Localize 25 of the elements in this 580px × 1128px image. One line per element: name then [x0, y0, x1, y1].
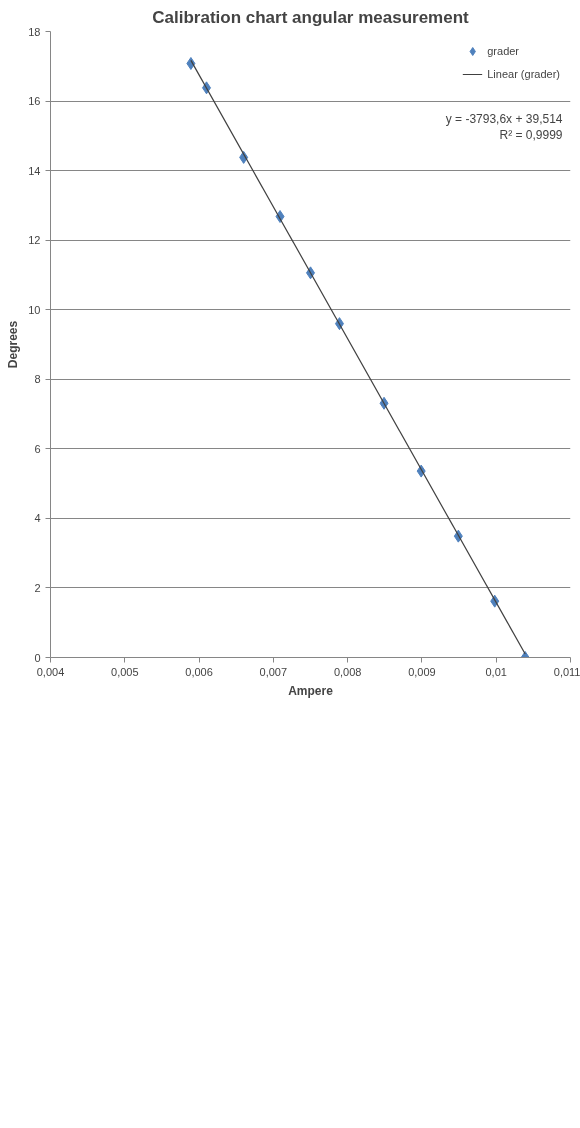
- y-tick-label: 16: [28, 95, 41, 108]
- y-tick-label: 18: [28, 25, 41, 38]
- y-tick-label: 6: [34, 442, 41, 455]
- x-tick-label: 0,006: [185, 665, 213, 678]
- y-tick-label: 10: [28, 303, 41, 316]
- x-tick-label: 0,007: [259, 665, 288, 678]
- y-tick-label: 14: [28, 164, 41, 177]
- annotation: y = -3793,6x + 39,514: [445, 111, 563, 126]
- annotation: R² = 0,9999: [499, 127, 563, 142]
- y-tick-label: 12: [28, 234, 41, 247]
- x-tick-label: 0,011: [553, 665, 580, 678]
- chart-title: Calibration chart angular measurement: [152, 7, 470, 27]
- x-axis-title: Ampere: [288, 683, 334, 698]
- legend-label: Linear (grader): [487, 68, 560, 80]
- x-tick-label: 0,004: [36, 665, 65, 678]
- legend-label: grader: [487, 45, 520, 57]
- x-tick-label: 0,005: [111, 665, 139, 678]
- y-tick-label: 4: [34, 512, 41, 525]
- x-tick-label: 0,01: [485, 665, 507, 678]
- x-tick-label: 0,008: [333, 665, 362, 678]
- x-tick-label: 0,009: [408, 665, 436, 678]
- y-tick-label: 8: [34, 373, 41, 386]
- y-tick-label: 2: [34, 581, 41, 594]
- y-tick-label: 0: [34, 651, 41, 664]
- y-axis-title: Degrees: [6, 320, 21, 369]
